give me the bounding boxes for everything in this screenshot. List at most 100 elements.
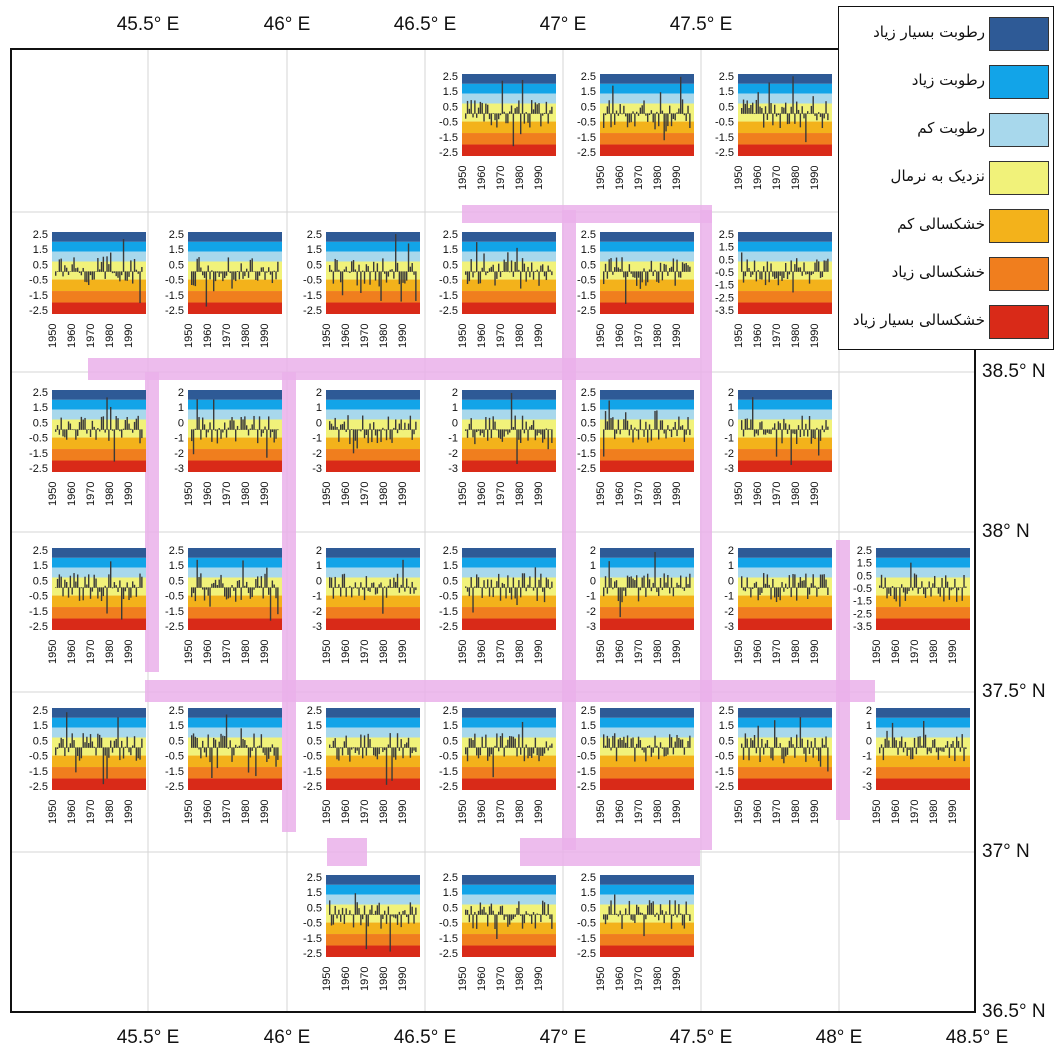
spi-y-tick: 1.5 <box>443 86 458 98</box>
spi-bar <box>137 271 139 274</box>
spi-bar <box>130 260 132 272</box>
spi-bar <box>258 745 261 748</box>
spi-bar <box>258 586 261 588</box>
spi-y-tick: -0.5 <box>439 591 458 603</box>
spi-bar <box>494 113 496 121</box>
legend-swatch <box>989 17 1049 51</box>
spi-bar <box>768 271 770 283</box>
spi-bar <box>488 417 491 430</box>
spi-bar <box>67 271 70 275</box>
spi-bar <box>748 747 750 761</box>
spi-bar <box>750 587 752 598</box>
spi-bar <box>196 559 198 588</box>
spi-bar <box>645 747 647 762</box>
spi-x-tick: 1980 <box>790 640 802 664</box>
spi-bar <box>492 587 494 598</box>
spi-bar <box>338 429 340 442</box>
spi-bar <box>198 747 200 750</box>
spi-bar <box>238 745 241 748</box>
spi-bar <box>358 908 360 915</box>
spi-y-tick: 2.5 <box>581 387 596 399</box>
spi-band <box>52 302 146 314</box>
spi-bar <box>485 103 487 114</box>
spi-bar <box>801 271 803 276</box>
spi-y-tick: -2.5 <box>303 948 322 960</box>
spi-bar <box>413 429 415 435</box>
spi-y-tick: -0.5 <box>715 267 734 279</box>
spi-bar <box>763 747 765 755</box>
spi-bar <box>779 423 781 430</box>
spi-bar <box>799 577 802 588</box>
spi-bar <box>659 577 662 588</box>
spi-y-tick: -1 <box>174 433 184 445</box>
spi-bar <box>472 914 474 929</box>
spi-bar <box>374 271 377 281</box>
spi-bar <box>472 113 474 118</box>
spi-bar <box>821 738 824 748</box>
spi-bar <box>935 747 938 753</box>
spi-bar <box>901 584 903 588</box>
spi-bar <box>547 113 549 124</box>
spi-bar <box>409 902 412 915</box>
spi-bar <box>385 429 388 441</box>
spi-bar <box>376 263 379 272</box>
spi-bar <box>60 737 62 748</box>
spi-y-tick: 2.5 <box>581 71 596 83</box>
spi-bar <box>534 102 537 114</box>
spi-bar <box>398 587 401 593</box>
spi-y-tick: 0 <box>728 575 734 587</box>
spi-y-tick: 2 <box>316 387 322 399</box>
study-region-band <box>462 205 712 223</box>
spi-bar <box>192 429 195 455</box>
spi-band <box>600 717 694 728</box>
spi-bar <box>689 113 691 129</box>
spi-bar <box>801 738 803 748</box>
study-region-band <box>562 210 576 850</box>
spi-bar <box>476 113 478 118</box>
spi-bar <box>634 427 636 430</box>
spi-band <box>188 251 282 262</box>
spi-bar <box>521 914 524 929</box>
spi-y-tick: 2.5 <box>307 229 322 241</box>
spi-bar <box>527 584 529 588</box>
spi-bar <box>816 747 818 750</box>
spi-bar <box>545 577 548 588</box>
spi-y-tick: -3 <box>312 463 322 475</box>
spi-bar <box>99 429 101 432</box>
spi-bar <box>895 740 897 748</box>
spi-bar <box>764 743 767 748</box>
spi-y-tick: 2 <box>590 545 596 557</box>
spi-bar <box>742 587 745 591</box>
spi-y-tick: -0.5 <box>577 117 596 129</box>
spi-bar <box>476 429 478 433</box>
spi-bar <box>799 113 802 128</box>
spi-bar <box>71 733 73 748</box>
spi-bar <box>352 260 355 272</box>
spi-bar <box>202 271 204 276</box>
spi-bar <box>393 271 395 279</box>
spi-x-tick: 1990 <box>123 482 135 506</box>
spi-bar <box>354 893 357 915</box>
spi-bar <box>385 914 388 924</box>
spi-bar <box>406 742 408 748</box>
spi-bar <box>227 257 230 272</box>
spi-bar <box>750 419 752 430</box>
spi-bar <box>647 573 649 588</box>
spi-bar <box>62 271 64 277</box>
spi-band <box>462 241 556 252</box>
spi-band <box>462 778 556 790</box>
spi-band <box>52 607 146 619</box>
spi-bar <box>378 747 380 755</box>
spi-bar <box>924 587 927 598</box>
spi-bar <box>499 906 502 915</box>
spi-x-tick: 1950 <box>321 800 333 824</box>
spi-band <box>876 567 970 578</box>
spi-bar <box>269 271 272 275</box>
spi-bar <box>271 429 274 433</box>
spi-bar <box>253 271 255 272</box>
spi-bar <box>273 584 275 588</box>
spi-x-tick: 1960 <box>890 800 902 824</box>
spi-bar <box>119 429 121 432</box>
spi-bar <box>891 722 894 748</box>
spi-y-tick: -3 <box>862 781 872 793</box>
